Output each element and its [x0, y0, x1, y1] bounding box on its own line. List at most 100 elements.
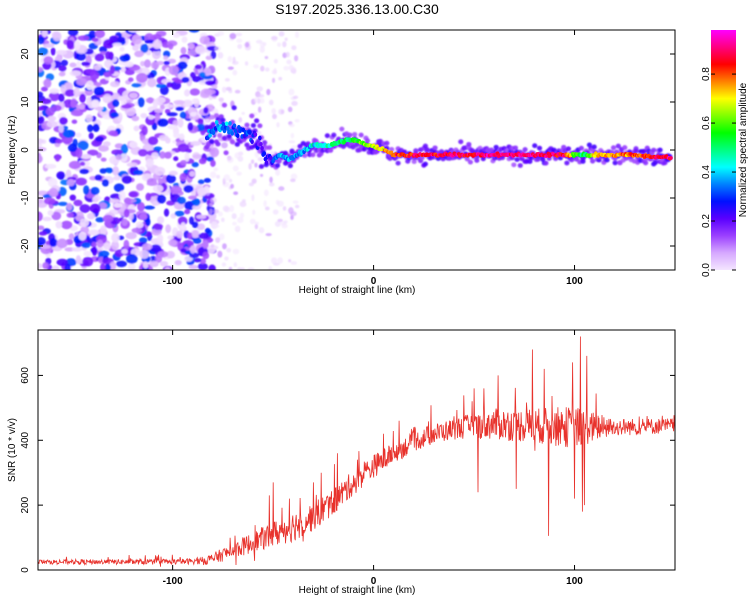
noise-blob — [118, 190, 126, 201]
colorbar-label: Normalized spectral amplitude — [738, 82, 749, 217]
noise-blob — [166, 112, 178, 117]
noise-blob — [120, 66, 126, 73]
figure-title: S197.2025.336.13.00.C30 — [275, 1, 439, 17]
noise-blob — [189, 245, 196, 254]
noise-blob — [251, 178, 257, 184]
noise-blob — [177, 118, 184, 128]
noise-blob — [91, 246, 98, 256]
noise-blob — [149, 260, 159, 268]
noise-blob — [136, 72, 148, 83]
noise-blob — [108, 130, 118, 137]
ridge-blob — [230, 131, 235, 136]
ridge-halo-blob — [258, 164, 265, 169]
noise-blob — [213, 167, 219, 172]
noise-blob — [199, 258, 207, 265]
noise-blob — [272, 209, 279, 215]
noise-blob — [189, 112, 197, 117]
noise-blob — [87, 124, 94, 133]
noise-blob — [109, 65, 115, 75]
noise-blob — [249, 218, 256, 225]
noise-blob — [95, 217, 105, 223]
noise-blob — [60, 220, 73, 230]
ridge-halo-blob — [324, 133, 330, 139]
ridge-halo-blob — [231, 105, 237, 111]
noise-blob — [79, 168, 90, 175]
noise-blob — [232, 221, 237, 226]
ridge-halo-blob — [310, 152, 316, 158]
noise-blob — [239, 201, 247, 208]
noise-blob — [210, 243, 215, 248]
noise-blob — [181, 36, 188, 44]
ridge-blob — [262, 151, 267, 156]
noise-blob — [237, 44, 243, 49]
noise-blob — [227, 56, 233, 63]
noise-blob — [278, 31, 285, 37]
noise-blob — [145, 192, 152, 201]
noise-blob — [79, 93, 86, 103]
noise-blob — [195, 45, 206, 55]
noise-blob — [209, 147, 220, 158]
noise-blob — [49, 88, 60, 94]
ridge-halo-blob — [358, 132, 364, 138]
noise-blob — [290, 132, 295, 139]
noise-blob — [75, 255, 82, 265]
ridge-blob — [208, 133, 212, 138]
noise-blob — [236, 38, 243, 43]
noise-blob — [180, 222, 186, 231]
noise-blob — [276, 200, 284, 207]
snr-series-line — [38, 336, 675, 567]
noise-blob — [38, 138, 44, 144]
noise-blob — [73, 87, 80, 98]
ridge-halo-blob — [424, 147, 430, 152]
noise-blob — [47, 115, 57, 122]
noise-blob — [94, 30, 106, 39]
noise-blob — [64, 247, 75, 252]
noise-blob — [208, 94, 214, 101]
noise-blob — [154, 166, 166, 176]
noise-blob — [60, 84, 67, 94]
ridge-halo-blob — [250, 123, 257, 128]
noise-blob — [173, 99, 185, 105]
noise-blob — [119, 46, 125, 52]
ridge-halo-blob — [210, 121, 216, 127]
noise-blob — [236, 171, 242, 176]
noise-blob — [183, 184, 194, 193]
ridge-halo-blob — [512, 145, 519, 151]
colorbar-ticks: 0.0 0.2 0.4 0.6 0.8 — [701, 67, 736, 277]
noise-blob — [150, 61, 160, 70]
noise-blob — [145, 158, 154, 167]
noise-blob — [38, 106, 45, 111]
noise-blob — [203, 107, 209, 114]
noise-blob — [247, 267, 255, 270]
noise-blob — [188, 264, 199, 270]
noise-blob — [128, 262, 136, 270]
noise-blob — [137, 97, 145, 108]
noise-blob — [153, 146, 163, 151]
noise-blob — [231, 213, 237, 220]
ridge-blob — [253, 132, 258, 137]
noise-blob — [100, 157, 107, 162]
noise-blob — [66, 212, 74, 218]
noise-blob — [125, 232, 137, 240]
noise-blob — [139, 213, 148, 221]
noise-blob — [174, 210, 185, 217]
noise-blob — [58, 65, 67, 72]
noise-blob — [262, 41, 267, 46]
noise-blob — [187, 232, 193, 240]
noise-blob — [218, 233, 225, 241]
spectrogram-y-tick-label: 20 — [20, 48, 31, 60]
noise-blob — [139, 249, 150, 259]
snr-y-tick-label: 600 — [20, 367, 31, 384]
noise-blob — [123, 197, 132, 204]
noise-blob — [137, 149, 148, 157]
noise-blob — [49, 238, 58, 247]
ridge-halo-blob — [384, 140, 390, 146]
ridge-blob — [221, 121, 226, 127]
noise-blob — [258, 227, 265, 234]
noise-blob — [82, 256, 94, 267]
noise-blob — [188, 30, 200, 33]
noise-blob — [214, 224, 220, 228]
noise-blob — [138, 237, 148, 244]
ridge-halo-blob — [641, 148, 647, 154]
spectrogram-y-tick-label: -10 — [20, 190, 31, 205]
